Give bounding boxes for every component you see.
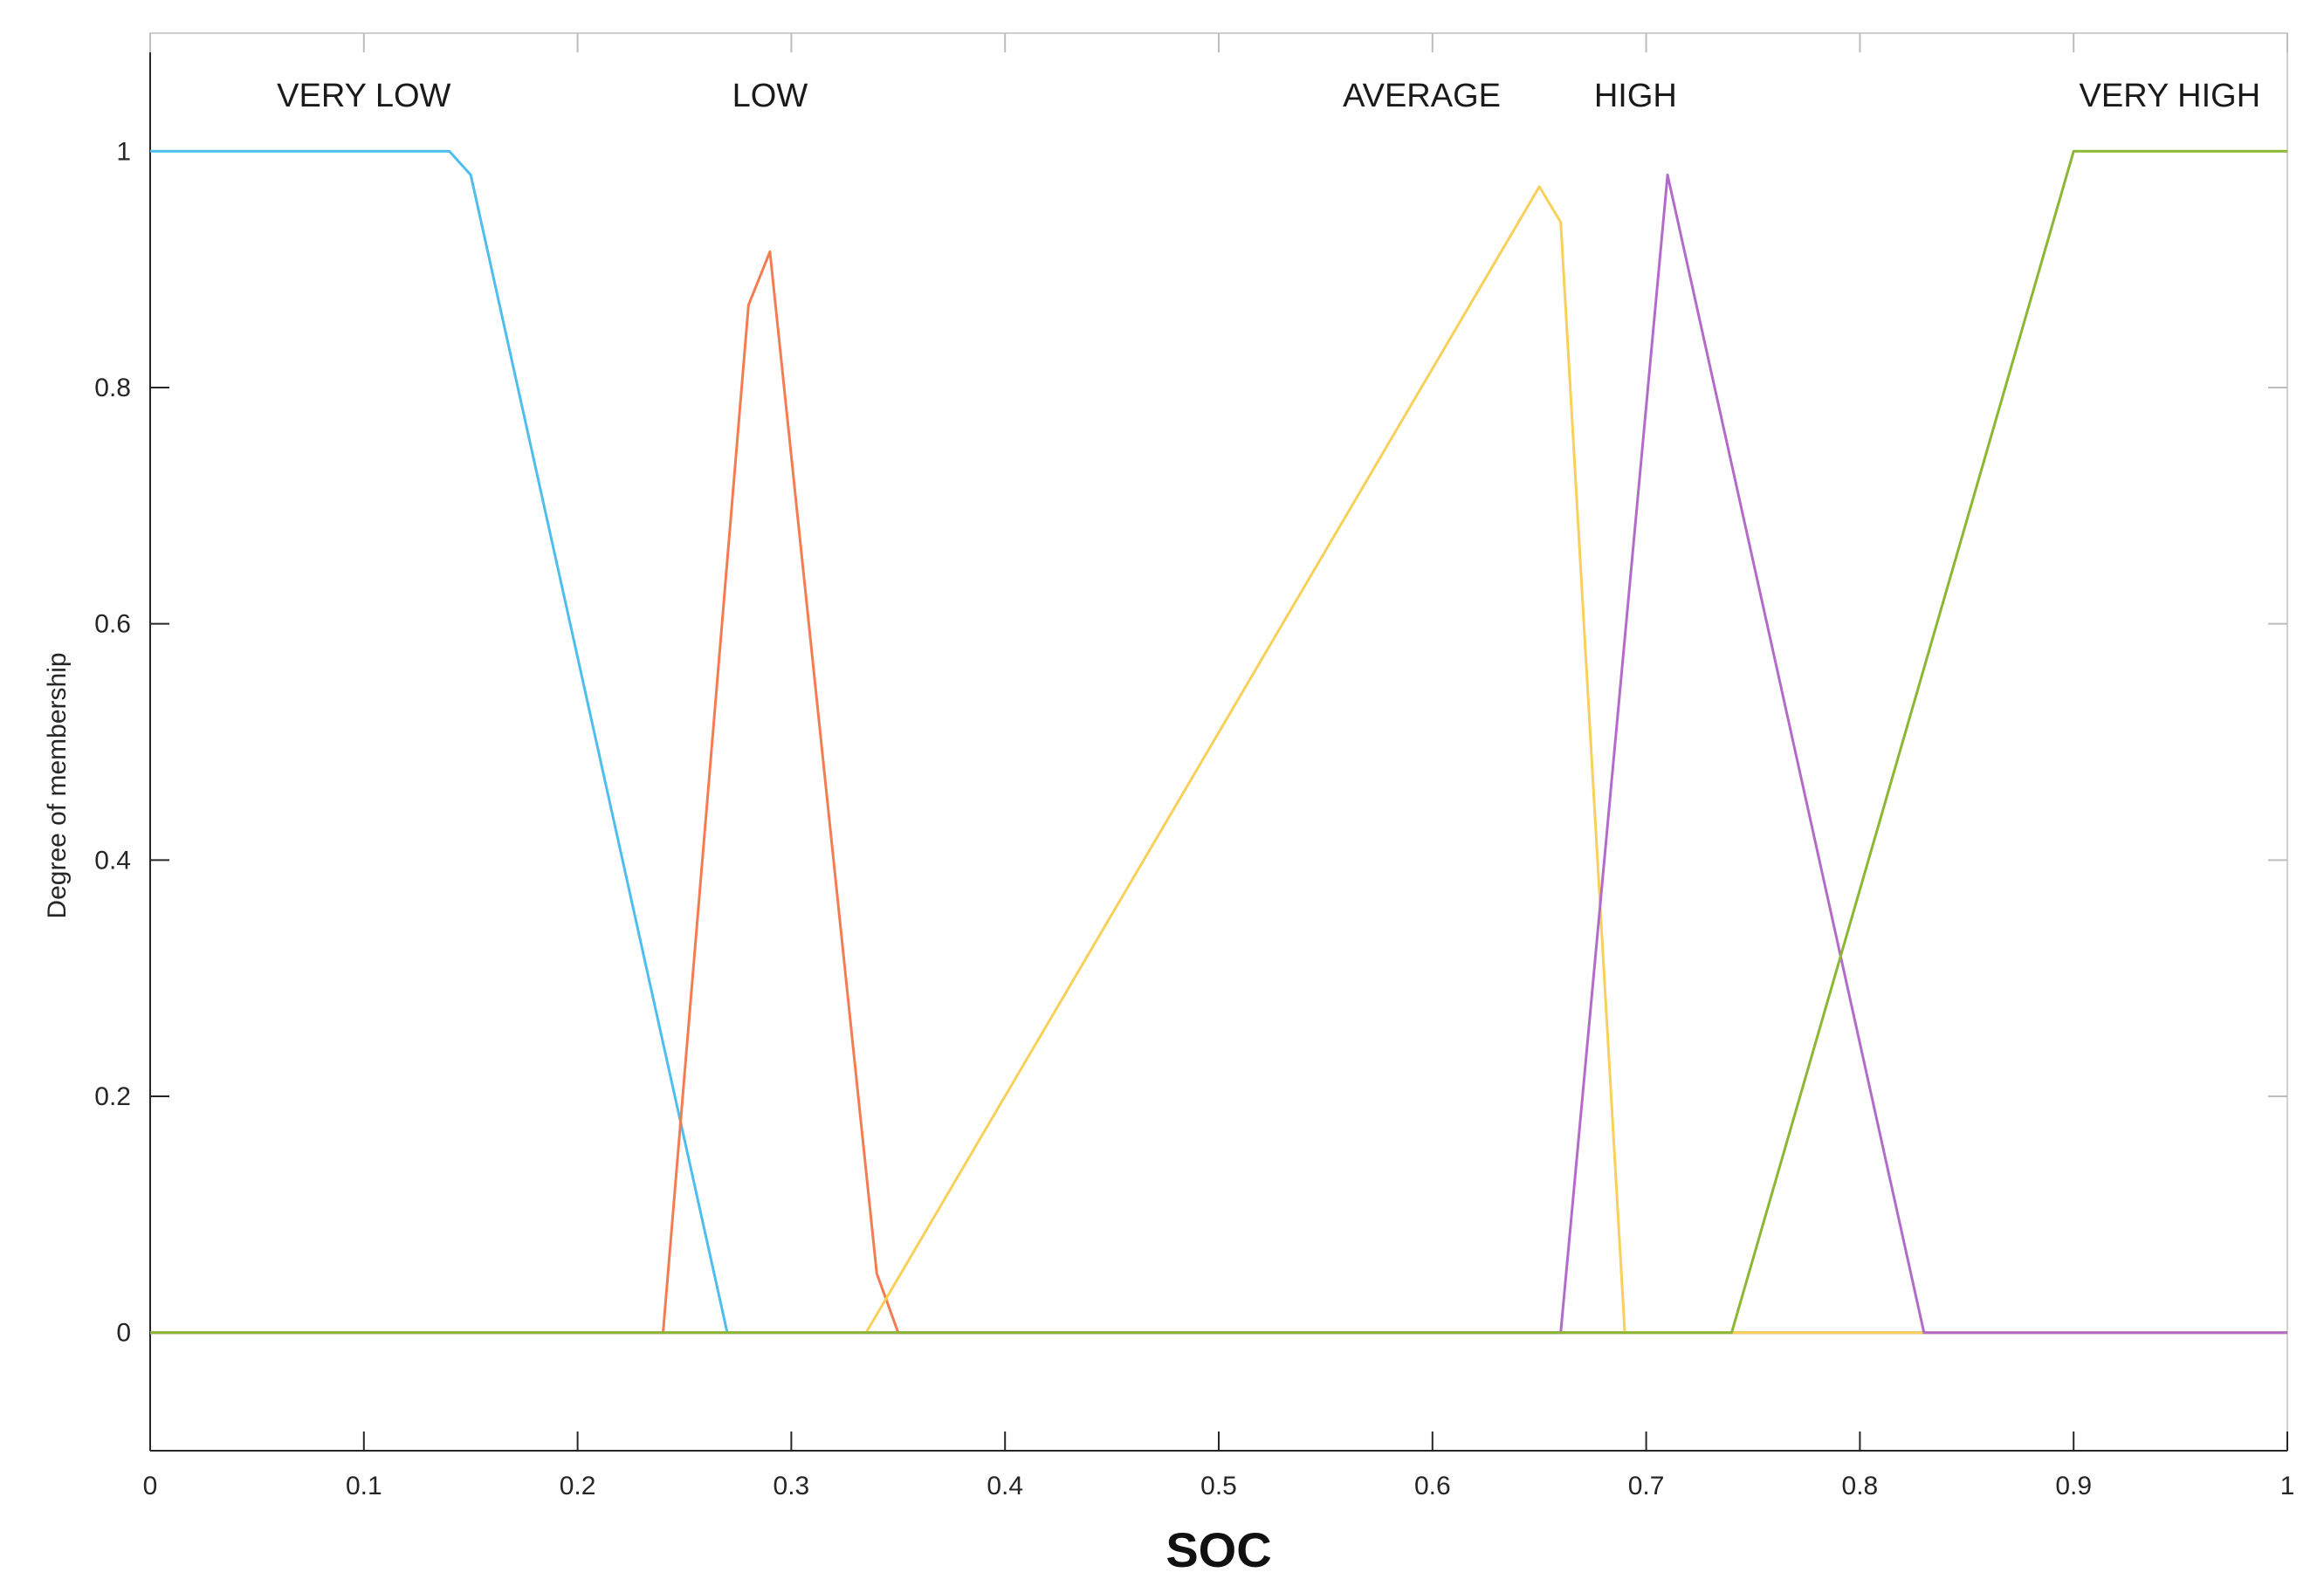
x-axis-title: SOC <box>1165 1522 1271 1577</box>
label-average: AVERAGE <box>1343 78 1501 114</box>
y-tick-label: 0.6 <box>94 610 131 639</box>
y-tick-label: 0.8 <box>94 374 131 402</box>
x-tick-label: 0.9 <box>2055 1472 2092 1500</box>
series-line-very-high <box>150 149 2287 1335</box>
label-low: LOW <box>732 78 808 114</box>
y-tick-label: 1 <box>116 137 131 166</box>
membership-labels: VERY LOW LOW AVERAGE HIGH VERY HIGH <box>277 78 2260 114</box>
series-lines <box>150 149 2287 1335</box>
y-axis-title: Degree of membership <box>43 652 72 918</box>
label-very-high: VERY HIGH <box>2080 78 2261 114</box>
tick-labels: 0 0.1 0.2 0.3 0.4 0.5 0.6 0.7 0.8 0.9 1 0 0.2 0.4 0.6 0… <box>94 137 2294 1500</box>
label-very-low: VERY LOW <box>277 78 450 114</box>
x-tick-label: 0.8 <box>1842 1472 1879 1500</box>
x-tick-label: 0.3 <box>774 1472 810 1500</box>
x-tick-label: 0 <box>143 1472 158 1500</box>
plot-background <box>150 33 2287 1451</box>
x-tick-label: 0.2 <box>560 1472 596 1500</box>
y-tick-label: 0.2 <box>94 1082 131 1111</box>
x-tick-label: 0.1 <box>346 1472 382 1500</box>
x-tick-label: 0.6 <box>1414 1472 1451 1500</box>
x-tick-label: 0.5 <box>1200 1472 1237 1500</box>
y-tick-label: 0 <box>116 1319 131 1348</box>
x-tick-label: 0.7 <box>1628 1472 1665 1500</box>
label-high: HIGH <box>1594 78 1677 114</box>
x-tick-label: 0.4 <box>987 1472 1023 1500</box>
axis-ticks <box>149 33 2288 1451</box>
x-tick-label: 1 <box>2280 1472 2295 1500</box>
y-tick-label: 0.4 <box>94 846 131 875</box>
